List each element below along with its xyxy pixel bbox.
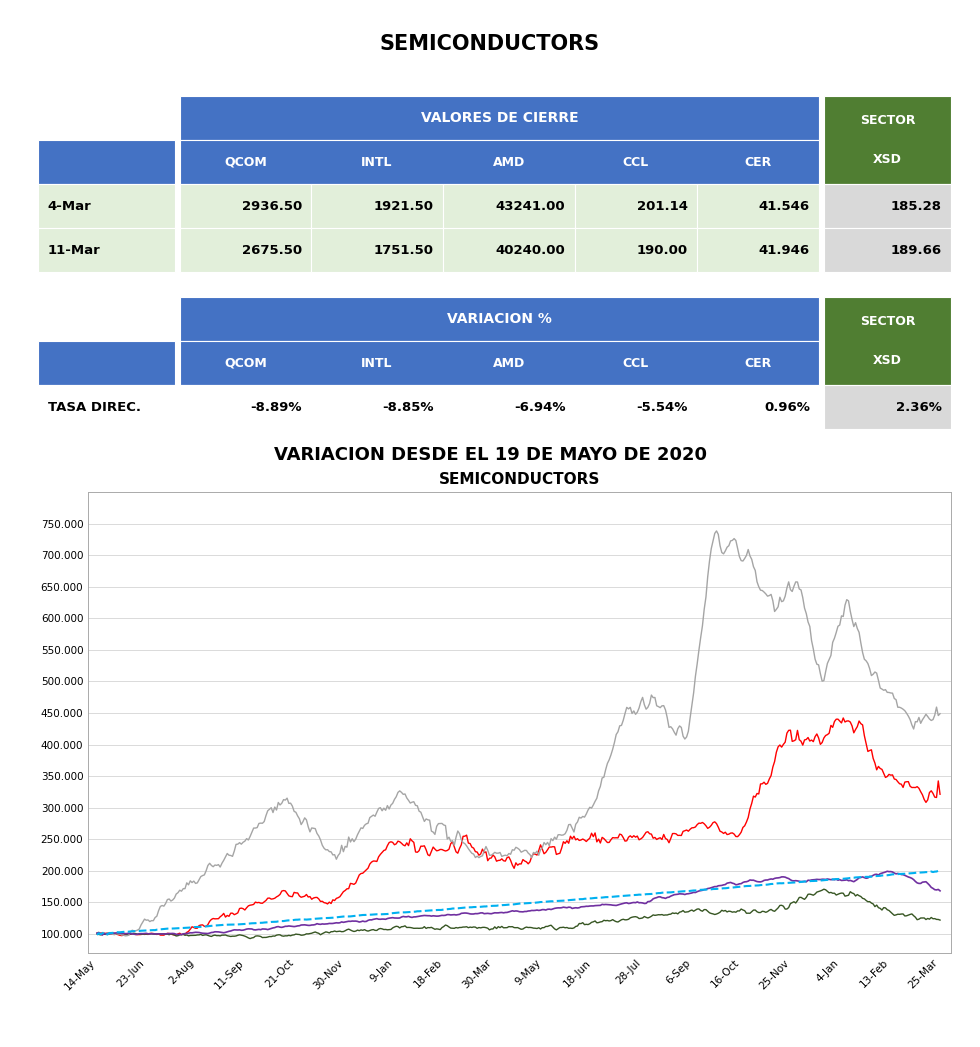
- Text: 2936.50: 2936.50: [242, 200, 302, 213]
- Text: CCL: CCL: [622, 156, 649, 169]
- Bar: [824, 385, 951, 429]
- Text: 2675.50: 2675.50: [242, 244, 302, 257]
- Bar: [312, 228, 443, 272]
- Text: XSD: XSD: [873, 153, 902, 166]
- Text: CER: CER: [745, 156, 772, 169]
- Text: -5.54%: -5.54%: [636, 401, 688, 414]
- Text: 41.946: 41.946: [759, 244, 809, 257]
- Text: 40240.00: 40240.00: [496, 244, 565, 257]
- Text: 2.36%: 2.36%: [896, 401, 942, 414]
- Bar: [574, 184, 697, 228]
- Bar: [574, 228, 697, 272]
- Bar: [312, 385, 443, 429]
- Text: 1921.50: 1921.50: [373, 200, 433, 213]
- Text: TASA DIREC.: TASA DIREC.: [48, 401, 141, 414]
- Text: QCOM: QCOM: [224, 156, 267, 169]
- Text: SEMICONDUCTORS: SEMICONDUCTORS: [380, 34, 600, 53]
- Text: INTL: INTL: [362, 357, 393, 370]
- Bar: [697, 228, 819, 272]
- Text: 201.14: 201.14: [637, 200, 688, 213]
- Text: 41.546: 41.546: [759, 200, 809, 213]
- Text: 11-Mar: 11-Mar: [48, 244, 101, 257]
- Text: SECTOR: SECTOR: [859, 114, 915, 128]
- Bar: [443, 228, 574, 272]
- Title: SEMICONDUCTORS: SEMICONDUCTORS: [439, 472, 600, 487]
- Bar: [179, 228, 312, 272]
- Bar: [38, 228, 174, 272]
- Text: INTL: INTL: [362, 156, 393, 169]
- Text: 185.28: 185.28: [891, 200, 942, 213]
- Text: AMD: AMD: [493, 156, 525, 169]
- Text: 0.96%: 0.96%: [764, 401, 809, 414]
- Text: 189.66: 189.66: [891, 244, 942, 257]
- Bar: [824, 297, 951, 385]
- Bar: [443, 385, 574, 429]
- Text: CCL: CCL: [622, 357, 649, 370]
- Text: AMD: AMD: [493, 357, 525, 370]
- Text: -8.85%: -8.85%: [382, 401, 433, 414]
- Bar: [38, 341, 174, 385]
- Text: -6.94%: -6.94%: [514, 401, 565, 414]
- Text: VALORES DE CIERRE: VALORES DE CIERRE: [420, 111, 578, 126]
- Bar: [38, 184, 174, 228]
- Bar: [179, 140, 819, 184]
- Text: -8.89%: -8.89%: [250, 401, 302, 414]
- Bar: [443, 184, 574, 228]
- Bar: [312, 184, 443, 228]
- Bar: [179, 341, 819, 385]
- Text: VARIACION DESDE EL 19 DE MAYO DE 2020: VARIACION DESDE EL 19 DE MAYO DE 2020: [273, 446, 707, 465]
- Bar: [179, 385, 312, 429]
- Bar: [179, 297, 819, 341]
- Text: VARIACION %: VARIACION %: [447, 312, 552, 327]
- Bar: [697, 385, 819, 429]
- Bar: [179, 96, 819, 140]
- Bar: [38, 385, 174, 429]
- Bar: [824, 184, 951, 228]
- Text: 43241.00: 43241.00: [496, 200, 565, 213]
- Text: CER: CER: [745, 357, 772, 370]
- Bar: [824, 96, 951, 184]
- Text: 190.00: 190.00: [636, 244, 688, 257]
- Text: 4-Mar: 4-Mar: [48, 200, 91, 213]
- Bar: [824, 228, 951, 272]
- Bar: [574, 385, 697, 429]
- Text: SECTOR: SECTOR: [859, 315, 915, 329]
- Text: XSD: XSD: [873, 354, 902, 367]
- Bar: [179, 184, 312, 228]
- Bar: [38, 140, 174, 184]
- Text: 1751.50: 1751.50: [373, 244, 433, 257]
- Text: QCOM: QCOM: [224, 357, 267, 370]
- Bar: [697, 184, 819, 228]
